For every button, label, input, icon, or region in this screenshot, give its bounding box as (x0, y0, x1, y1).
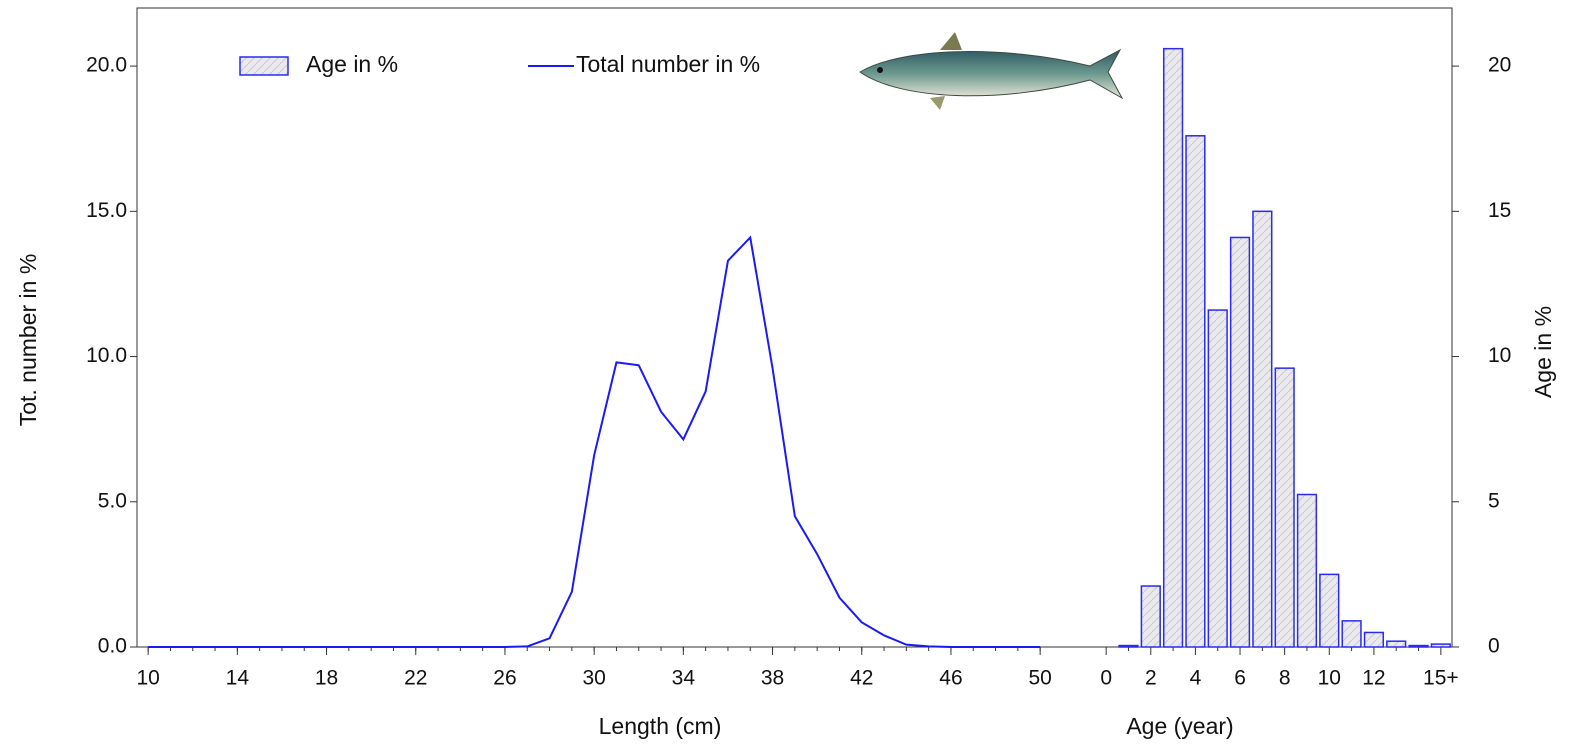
y-tick-label: 0.0 (98, 635, 127, 658)
line (148, 235, 1041, 648)
y2-tick-label: 0 (1488, 635, 1500, 658)
x-axis-title: Length (cm) (599, 713, 722, 739)
bar (1408, 644, 1429, 648)
x-tick-label: 46 (939, 667, 962, 690)
x-tick-label: 50 (1028, 667, 1051, 690)
y2-tick-label: 10 (1488, 344, 1511, 367)
bar (1274, 367, 1295, 648)
y2-tick-label: 5 (1488, 489, 1500, 512)
x2-axis-title: Age (year) (1126, 713, 1233, 739)
bar (1229, 236, 1251, 648)
legend-label: Age in % (306, 51, 398, 77)
x2-tick-label: 12 (1362, 667, 1385, 690)
bar (1162, 47, 1184, 648)
legend-label: Total number in % (576, 51, 760, 77)
y-tick-label: 20.0 (86, 54, 127, 77)
x-tick-label: 38 (761, 667, 784, 690)
bar (1140, 585, 1161, 648)
y-tick-label: 5.0 (98, 489, 127, 512)
x-tick-label: 34 (672, 667, 696, 690)
y-tick-label: 10.0 (86, 344, 127, 367)
bar (1363, 631, 1385, 648)
y-axis-title: Tot. number in % (15, 254, 41, 427)
fish-icon (859, 32, 1124, 110)
x2-tick-label: 4 (1190, 667, 1202, 690)
x-tick-label: 14 (226, 667, 250, 690)
bar (1118, 644, 1139, 648)
bar (1296, 493, 1318, 648)
bar (1252, 210, 1273, 648)
x2-tick-label: 10 (1318, 667, 1341, 690)
x-tick-label: 30 (582, 667, 605, 690)
bar (1185, 135, 1206, 648)
bar (1386, 640, 1407, 648)
y2-tick-label: 20 (1488, 54, 1511, 77)
x-tick-label: 18 (315, 667, 338, 690)
x2-tick-label: 0 (1100, 667, 1112, 690)
y2-axis-title: Age in % (1530, 306, 1556, 398)
x-tick-label: 10 (136, 667, 159, 690)
x-tick-label: 22 (404, 667, 427, 690)
y2-tick-label: 15 (1488, 199, 1511, 222)
bar (1430, 643, 1451, 648)
y-tick-label: 15.0 (86, 199, 127, 222)
x2-tick-label: 2 (1145, 667, 1157, 690)
x2-tick-label: 15+ (1423, 667, 1459, 690)
bar (1319, 573, 1340, 648)
x2-tick-label: 8 (1279, 667, 1291, 690)
legend-swatch (239, 56, 289, 76)
bar (1207, 309, 1228, 648)
x-tick-label: 26 (493, 667, 516, 690)
x-tick-label: 42 (850, 667, 873, 690)
bar (1341, 620, 1362, 648)
x2-tick-label: 6 (1234, 667, 1246, 690)
